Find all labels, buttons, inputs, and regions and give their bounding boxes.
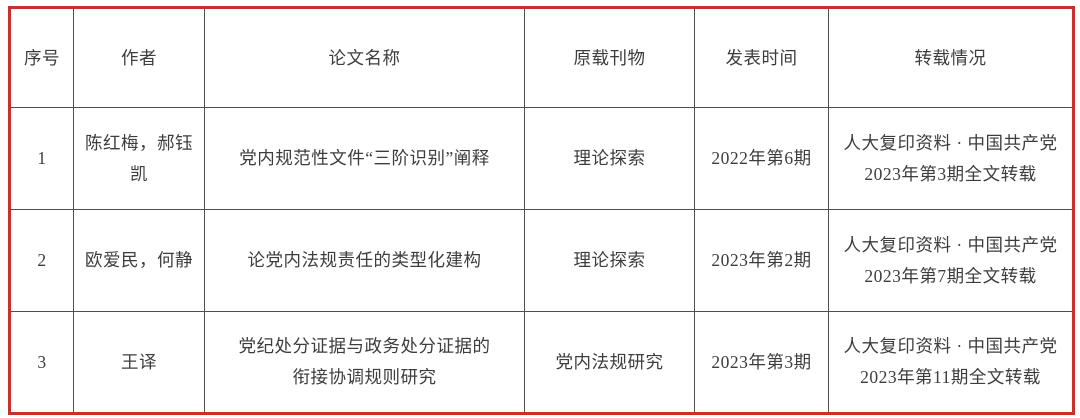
cell-index: 3 xyxy=(9,311,74,414)
table-header-row: 序号 作者 论文名称 原载刊物 发表时间 转载情况 xyxy=(9,7,1074,108)
cell-reprint-status: 人大复印资料 · 中国共产党 2023年第3期全文转载 xyxy=(828,107,1074,210)
cell-author: 欧爱民，何静 xyxy=(73,209,205,312)
col-header-reprint-status: 转载情况 xyxy=(828,7,1074,108)
cell-author: 陈红梅，郝钰凯 xyxy=(73,107,205,210)
cell-publish-date: 2023年第3期 xyxy=(694,311,829,414)
col-header-author: 作者 xyxy=(73,7,205,108)
cell-paper-title: 党内规范性文件“三阶识别”阐释 xyxy=(204,107,525,210)
cell-reprint-status: 人大复印资料 · 中国共产党 2023年第11期全文转载 xyxy=(828,311,1074,414)
cell-paper-title: 论党内法规责任的类型化建构 xyxy=(204,209,525,312)
col-header-paper-title: 论文名称 xyxy=(204,7,525,108)
col-header-journal: 原载刊物 xyxy=(524,7,695,108)
papers-reprint-table: 序号 作者 论文名称 原载刊物 发表时间 转载情况 1 陈红梅，郝钰凯 党内规范… xyxy=(8,6,1075,415)
table-row: 3 王译 党纪处分证据与政务处分证据的 衔接协调规则研究 党内法规研究 2023… xyxy=(9,311,1074,414)
cell-index: 1 xyxy=(9,107,74,210)
table-row: 2 欧爱民，何静 论党内法规责任的类型化建构 理论探索 2023年第2期 人大复… xyxy=(9,209,1074,312)
cell-author: 王译 xyxy=(73,311,205,414)
cell-index: 2 xyxy=(9,209,74,312)
cell-journal: 理论探索 xyxy=(524,209,695,312)
table-row: 1 陈红梅，郝钰凯 党内规范性文件“三阶识别”阐释 理论探索 2022年第6期 … xyxy=(9,107,1074,210)
cell-journal: 党内法规研究 xyxy=(524,311,695,414)
cell-paper-title: 党纪处分证据与政务处分证据的 衔接协调规则研究 xyxy=(204,311,525,414)
cell-journal: 理论探索 xyxy=(524,107,695,210)
cell-publish-date: 2022年第6期 xyxy=(694,107,829,210)
cell-reprint-status: 人大复印资料 · 中国共产党 2023年第7期全文转载 xyxy=(828,209,1074,312)
col-header-publish-date: 发表时间 xyxy=(694,7,829,108)
cell-publish-date: 2023年第2期 xyxy=(694,209,829,312)
col-header-index: 序号 xyxy=(9,7,74,108)
